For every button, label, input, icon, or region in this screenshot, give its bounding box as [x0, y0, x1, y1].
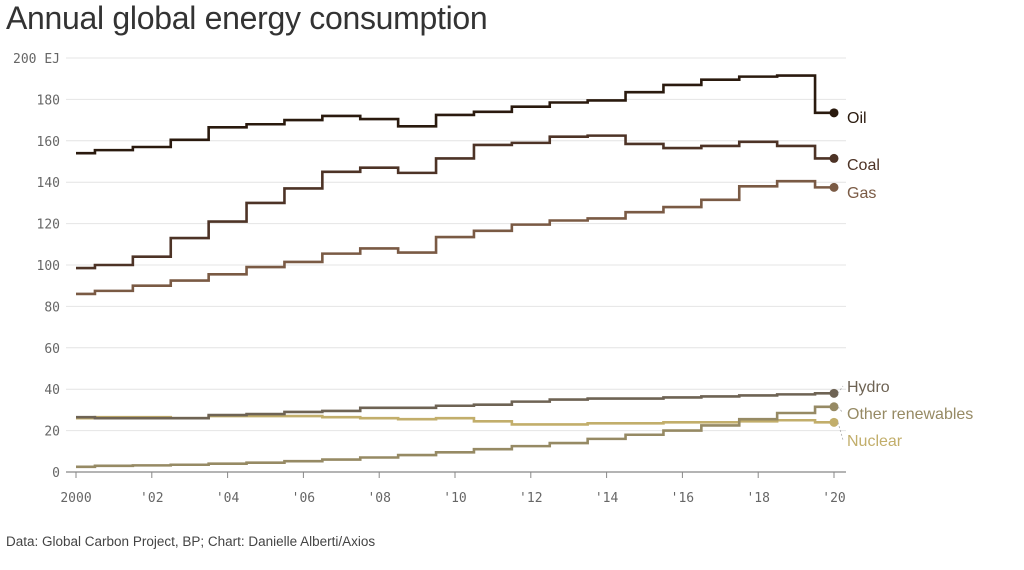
x-tick-label: '08 [367, 491, 390, 506]
y-tick-label: 100 [37, 259, 60, 274]
end-dot-nuclear [829, 417, 839, 427]
x-tick-label: '12 [519, 491, 542, 506]
end-labels: Oil Coal Gas Hydro Other renewables Nuclear [829, 108, 973, 450]
series-label-coal: Coal [847, 157, 880, 174]
x-tick-label: 2000 [60, 491, 91, 506]
label-leader [837, 422, 844, 441]
y-tick-label: 20 [44, 425, 60, 440]
y-tick-label: 180 [37, 93, 60, 108]
series-label-oil: Oil [847, 110, 867, 127]
series-group [76, 74, 834, 469]
end-dot-oil [829, 108, 839, 118]
series-label-gas: Gas [847, 185, 876, 202]
end-dot-gas [829, 182, 839, 192]
line-chart: 0 20 40 60 80 100 120 140 160 180 200 EJ 2000 '02 '0… [13, 52, 973, 506]
y-tick-label: 140 [37, 176, 60, 191]
label-leader [837, 406, 844, 414]
gridlines [66, 57, 846, 473]
source-note: Data: Global Carbon Project, BP; Chart: … [6, 534, 376, 549]
x-axis: 2000 '02 '04 '06 '08 '10 '12 '14 '16 '18 '20 [60, 472, 846, 506]
y-tick-label: 80 [44, 300, 60, 315]
end-dot-hydro [829, 388, 839, 398]
y-tick-label: 120 [37, 218, 60, 233]
chart-title: Annual global energy consumption [6, 0, 488, 36]
series-line-other-renewables [76, 405, 834, 469]
series-line-coal [76, 134, 834, 270]
series-label-other-renewables: Other renewables [847, 406, 973, 423]
end-dot-coal [829, 153, 839, 163]
x-tick-label: '18 [746, 491, 769, 506]
x-tick-label: '04 [216, 491, 240, 506]
label-leader [837, 385, 844, 394]
y-tick-label: 200 EJ [13, 52, 60, 67]
x-tick-label: '02 [140, 491, 163, 506]
series-line-gas [76, 179, 834, 296]
y-tick-label: 60 [44, 342, 60, 357]
series-line-oil [76, 74, 834, 155]
series-line-hydro [76, 392, 834, 420]
series-label-nuclear: Nuclear [847, 433, 903, 450]
y-tick-label: 40 [44, 383, 60, 398]
x-tick-label: '16 [671, 491, 694, 506]
x-tick-label: '14 [595, 491, 619, 506]
y-axis: 0 20 40 60 80 100 120 140 160 180 200 EJ [13, 52, 60, 481]
y-tick-label: 0 [52, 466, 60, 481]
x-tick-label: '10 [443, 491, 466, 506]
x-tick-label: '06 [292, 491, 315, 506]
series-label-hydro: Hydro [847, 379, 890, 396]
y-tick-label: 160 [37, 135, 60, 150]
end-dot-other-renewables [829, 402, 839, 412]
x-tick-label: '20 [822, 491, 845, 506]
